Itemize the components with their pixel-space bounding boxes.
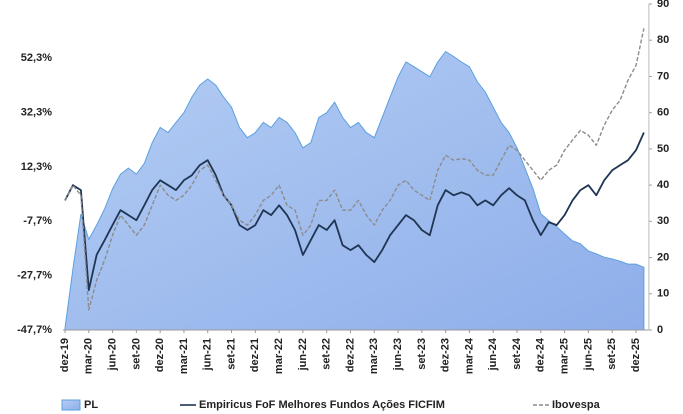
y2-tick-label: 50 — [657, 143, 669, 155]
y-tick-label: 32,3% — [21, 107, 52, 119]
x-tick-label: dez-23 — [440, 338, 452, 372]
legend-label: Empiricus FoF Melhores Fundos Ações FICF… — [199, 399, 445, 411]
x-tick-label: jun-22 — [297, 338, 309, 371]
y2-tick-label: 90 — [657, 0, 669, 10]
x-tick-label: mar-25 — [558, 338, 570, 374]
x-tick-label: set-23 — [416, 338, 428, 370]
x-tick-label: mar-24 — [463, 337, 475, 374]
y-tick-label: 12,3% — [21, 161, 52, 173]
line — [64, 28, 645, 311]
x-tick-label: set-21 — [225, 338, 237, 370]
x-tick-label: jun-25 — [582, 338, 594, 371]
y2-tick-label: 30 — [657, 215, 669, 227]
y2-tick-label: 60 — [657, 107, 669, 119]
x-tick-label: dez-24 — [535, 337, 547, 372]
x-tick-label: jun-23 — [392, 338, 404, 371]
x-tick-label: set-20 — [130, 338, 142, 370]
x-tick-label: mar-22 — [273, 338, 285, 374]
x-tick-label: set-24 — [511, 337, 523, 370]
x-tick-label: dez-21 — [249, 338, 261, 372]
x-tick-label: set-25 — [606, 338, 618, 370]
y2-tick-label: 10 — [657, 288, 669, 300]
x-tick-label: mar-23 — [368, 338, 380, 374]
x-tick-label: jun-21 — [202, 338, 214, 371]
x-tick-label: dez-19 — [59, 338, 71, 372]
x-tick-label: mar-21 — [178, 338, 190, 374]
y2-tick-label: 40 — [657, 179, 669, 191]
legend-swatch — [61, 399, 81, 411]
y2-tick-label: 0 — [657, 324, 663, 336]
legend-label: PL — [84, 399, 98, 411]
x-tick-label: dez-25 — [630, 338, 642, 372]
x-tick-label: set-22 — [321, 338, 333, 370]
x-tick-label: dez-20 — [154, 338, 166, 372]
y2-tick-label: 80 — [657, 34, 669, 46]
legend-label: Ibovespa — [552, 399, 601, 411]
x-tick-label: jun-24 — [487, 337, 499, 371]
y-tick-label: -47,7% — [17, 324, 52, 336]
y-tick-label: -7,7% — [23, 215, 52, 227]
x-tick-label: dez-22 — [344, 338, 356, 372]
y-tick-label: -27,7% — [17, 270, 52, 282]
line — [64, 132, 645, 291]
x-tick-label: mar-20 — [83, 338, 95, 374]
y2-tick-label: 70 — [657, 70, 669, 82]
x-tick-label: jun-20 — [106, 338, 118, 371]
y2-tick-label: 20 — [657, 251, 669, 263]
y-tick-label: 52,3% — [21, 52, 52, 64]
area — [64, 50, 645, 331]
